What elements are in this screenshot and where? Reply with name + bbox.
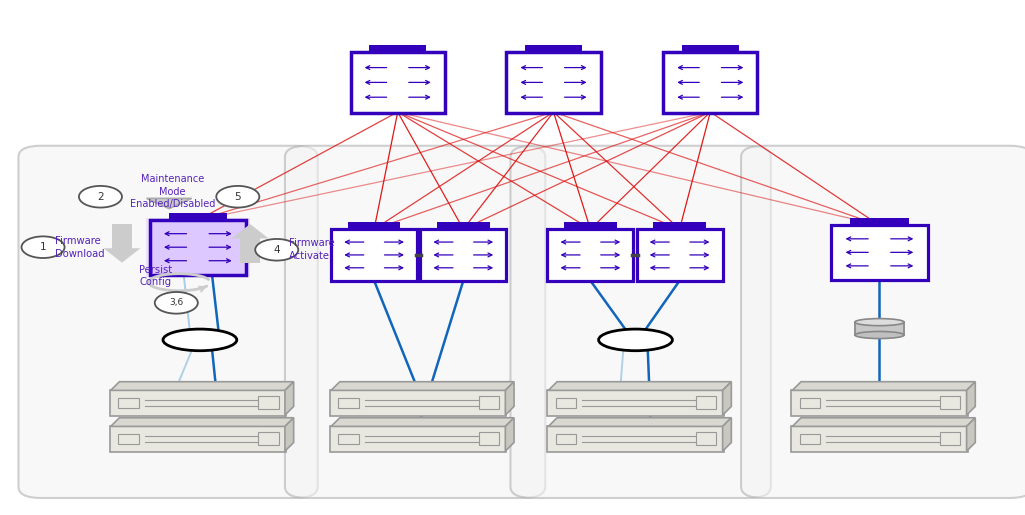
Text: 5: 5 <box>235 192 241 202</box>
FancyBboxPatch shape <box>330 426 506 452</box>
FancyBboxPatch shape <box>330 390 506 416</box>
Text: 2: 2 <box>97 192 104 202</box>
Text: Maintenance
Mode
Enabled/Disabled: Maintenance Mode Enabled/Disabled <box>129 174 215 209</box>
FancyBboxPatch shape <box>18 146 318 498</box>
FancyBboxPatch shape <box>854 321 905 336</box>
FancyBboxPatch shape <box>800 398 820 408</box>
Polygon shape <box>723 418 731 451</box>
Circle shape <box>79 186 122 208</box>
Text: Firmware
Download: Firmware Download <box>55 236 105 259</box>
FancyBboxPatch shape <box>940 432 960 445</box>
Polygon shape <box>723 382 731 415</box>
FancyBboxPatch shape <box>696 396 716 409</box>
Circle shape <box>255 239 298 261</box>
FancyBboxPatch shape <box>437 222 490 230</box>
Polygon shape <box>111 382 294 390</box>
FancyBboxPatch shape <box>331 229 417 281</box>
Polygon shape <box>111 418 294 426</box>
FancyBboxPatch shape <box>112 224 132 249</box>
Polygon shape <box>232 224 269 238</box>
FancyBboxPatch shape <box>479 396 499 409</box>
FancyBboxPatch shape <box>547 426 724 452</box>
Polygon shape <box>285 382 294 415</box>
Polygon shape <box>792 418 975 426</box>
FancyBboxPatch shape <box>347 222 401 230</box>
Polygon shape <box>505 418 514 451</box>
Text: Persist
Config: Persist Config <box>139 265 172 287</box>
Text: Firmware
Activate: Firmware Activate <box>289 238 335 261</box>
FancyBboxPatch shape <box>338 434 359 444</box>
Text: 4: 4 <box>274 245 280 255</box>
FancyBboxPatch shape <box>850 218 909 226</box>
Ellipse shape <box>599 329 672 351</box>
FancyBboxPatch shape <box>168 213 228 220</box>
FancyBboxPatch shape <box>146 217 250 277</box>
FancyBboxPatch shape <box>258 432 279 445</box>
Polygon shape <box>505 382 514 415</box>
Polygon shape <box>147 198 192 209</box>
FancyBboxPatch shape <box>420 229 506 281</box>
Circle shape <box>22 236 65 258</box>
FancyBboxPatch shape <box>285 146 545 498</box>
FancyBboxPatch shape <box>556 398 576 408</box>
FancyBboxPatch shape <box>525 45 582 54</box>
Polygon shape <box>285 418 294 451</box>
FancyBboxPatch shape <box>831 225 928 280</box>
Text: 3,6: 3,6 <box>169 298 183 307</box>
Polygon shape <box>967 418 975 451</box>
FancyBboxPatch shape <box>696 432 716 445</box>
FancyBboxPatch shape <box>682 45 739 54</box>
FancyBboxPatch shape <box>791 426 968 452</box>
FancyBboxPatch shape <box>663 53 757 113</box>
Ellipse shape <box>855 332 904 338</box>
Polygon shape <box>792 382 975 390</box>
Circle shape <box>155 292 198 314</box>
Ellipse shape <box>855 319 904 325</box>
Polygon shape <box>331 382 514 390</box>
FancyBboxPatch shape <box>240 238 260 263</box>
FancyBboxPatch shape <box>510 146 771 498</box>
FancyBboxPatch shape <box>741 146 1025 498</box>
FancyBboxPatch shape <box>258 396 279 409</box>
Polygon shape <box>548 418 731 426</box>
FancyBboxPatch shape <box>653 222 706 230</box>
FancyBboxPatch shape <box>791 390 968 416</box>
FancyBboxPatch shape <box>506 53 601 113</box>
Polygon shape <box>331 418 514 426</box>
FancyBboxPatch shape <box>556 434 576 444</box>
FancyBboxPatch shape <box>800 434 820 444</box>
Polygon shape <box>104 248 140 263</box>
FancyBboxPatch shape <box>150 219 246 275</box>
FancyBboxPatch shape <box>547 229 633 281</box>
FancyBboxPatch shape <box>369 45 426 54</box>
FancyBboxPatch shape <box>940 396 960 409</box>
Circle shape <box>216 186 259 208</box>
FancyBboxPatch shape <box>118 398 138 408</box>
Ellipse shape <box>163 329 237 351</box>
FancyBboxPatch shape <box>110 426 286 452</box>
FancyBboxPatch shape <box>637 229 723 281</box>
Text: 1: 1 <box>40 242 46 252</box>
Polygon shape <box>967 382 975 415</box>
FancyBboxPatch shape <box>338 398 359 408</box>
FancyBboxPatch shape <box>110 390 286 416</box>
FancyBboxPatch shape <box>564 222 617 230</box>
FancyBboxPatch shape <box>479 432 499 445</box>
FancyBboxPatch shape <box>118 434 138 444</box>
FancyBboxPatch shape <box>547 390 724 416</box>
FancyBboxPatch shape <box>351 53 445 113</box>
Polygon shape <box>548 382 731 390</box>
